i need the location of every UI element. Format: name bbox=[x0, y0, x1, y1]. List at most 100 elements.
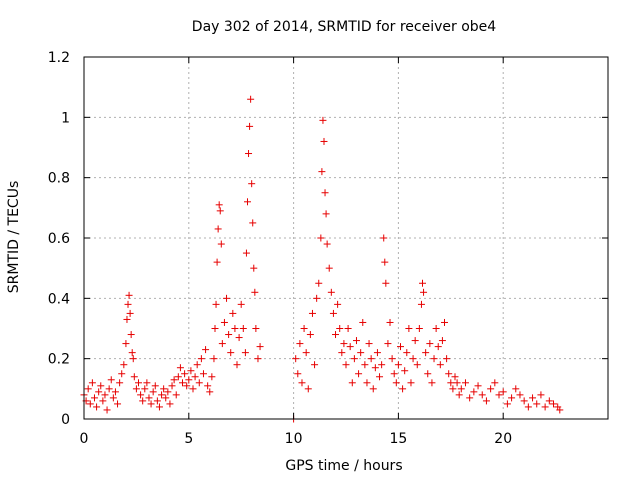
data-point bbox=[122, 340, 130, 348]
data-point bbox=[197, 355, 205, 363]
data-point bbox=[451, 373, 459, 381]
data-point bbox=[434, 343, 442, 351]
data-point bbox=[520, 397, 528, 405]
data-point bbox=[438, 337, 446, 345]
data-point bbox=[243, 198, 251, 206]
data-point bbox=[137, 391, 145, 399]
data-point bbox=[250, 264, 258, 272]
data-point bbox=[145, 394, 153, 402]
data-point bbox=[441, 318, 449, 326]
data-point bbox=[409, 355, 417, 363]
data-point bbox=[394, 361, 402, 369]
y-tick-label: 0.2 bbox=[48, 352, 70, 368]
y-axis-label: SRMTID / TECUs bbox=[6, 181, 22, 294]
data-point bbox=[213, 258, 221, 266]
data-point bbox=[352, 337, 360, 345]
data-point bbox=[390, 370, 398, 378]
data-point bbox=[478, 391, 486, 399]
data-point bbox=[319, 116, 327, 124]
data-point bbox=[252, 325, 260, 332]
data-point bbox=[503, 400, 511, 408]
data-point bbox=[524, 403, 532, 411]
data-point bbox=[443, 355, 451, 363]
data-point bbox=[109, 394, 117, 402]
data-point bbox=[223, 294, 231, 302]
y-tick-label: 1.2 bbox=[48, 50, 70, 66]
data-point bbox=[340, 340, 348, 348]
data-point bbox=[466, 394, 474, 402]
data-point bbox=[126, 309, 134, 317]
data-point bbox=[93, 403, 101, 411]
x-tick-label: 5 bbox=[184, 431, 193, 447]
data-point bbox=[114, 400, 122, 408]
data-point bbox=[411, 337, 419, 345]
data-point bbox=[229, 309, 237, 317]
data-point bbox=[256, 343, 264, 351]
data-point bbox=[88, 379, 96, 387]
data-point bbox=[300, 325, 308, 332]
data-point bbox=[185, 376, 193, 384]
data-points bbox=[80, 95, 564, 423]
data-point bbox=[206, 388, 214, 396]
tick-labels: 0 5 10 15 20 0 0.2 0.4 0.6 0.8 1 1.2 bbox=[48, 50, 512, 447]
data-point bbox=[455, 391, 463, 399]
data-point bbox=[166, 400, 174, 408]
data-point bbox=[332, 331, 340, 339]
data-point bbox=[239, 325, 247, 332]
x-tick-label: 0 bbox=[80, 431, 89, 447]
data-point bbox=[308, 309, 316, 317]
data-point bbox=[216, 207, 224, 215]
data-point bbox=[321, 189, 329, 197]
data-point bbox=[306, 331, 314, 339]
x-tick-label: 10 bbox=[285, 431, 303, 447]
data-point bbox=[204, 382, 212, 390]
axis-ticks bbox=[83, 56, 608, 420]
data-point bbox=[424, 370, 432, 378]
data-point bbox=[396, 343, 404, 351]
data-point bbox=[403, 349, 411, 357]
data-point bbox=[342, 361, 350, 369]
data-point bbox=[158, 391, 166, 399]
y-tick-label: 0 bbox=[61, 412, 70, 428]
data-point bbox=[322, 210, 330, 218]
data-point bbox=[247, 95, 255, 103]
data-point bbox=[529, 394, 537, 402]
y-tick-label: 0.6 bbox=[48, 231, 70, 247]
data-point bbox=[413, 361, 421, 369]
data-point bbox=[417, 300, 425, 308]
data-point bbox=[491, 379, 499, 387]
data-point bbox=[111, 388, 119, 396]
data-point bbox=[294, 370, 302, 378]
grid bbox=[84, 57, 608, 419]
data-point bbox=[447, 379, 455, 387]
data-point bbox=[130, 373, 138, 381]
data-point bbox=[99, 397, 107, 405]
data-point bbox=[181, 370, 189, 378]
data-point bbox=[214, 225, 222, 233]
data-point bbox=[195, 379, 203, 387]
data-point bbox=[172, 391, 180, 399]
data-point bbox=[428, 379, 436, 387]
data-point bbox=[363, 379, 371, 387]
data-point bbox=[318, 168, 326, 176]
data-point bbox=[313, 294, 321, 302]
data-point bbox=[359, 318, 367, 326]
data-point bbox=[151, 382, 159, 390]
data-point bbox=[329, 309, 337, 317]
data-point bbox=[191, 373, 199, 381]
data-point bbox=[101, 391, 109, 399]
data-point bbox=[355, 370, 363, 378]
data-point bbox=[168, 382, 176, 390]
data-point bbox=[512, 385, 520, 393]
data-point bbox=[461, 379, 469, 387]
data-point bbox=[187, 367, 195, 375]
data-point bbox=[227, 349, 235, 357]
data-point bbox=[420, 288, 428, 296]
data-point bbox=[357, 349, 365, 357]
data-point bbox=[84, 385, 92, 393]
data-point bbox=[348, 379, 356, 387]
data-point bbox=[97, 382, 105, 390]
data-point bbox=[242, 249, 250, 257]
data-point bbox=[384, 340, 392, 348]
